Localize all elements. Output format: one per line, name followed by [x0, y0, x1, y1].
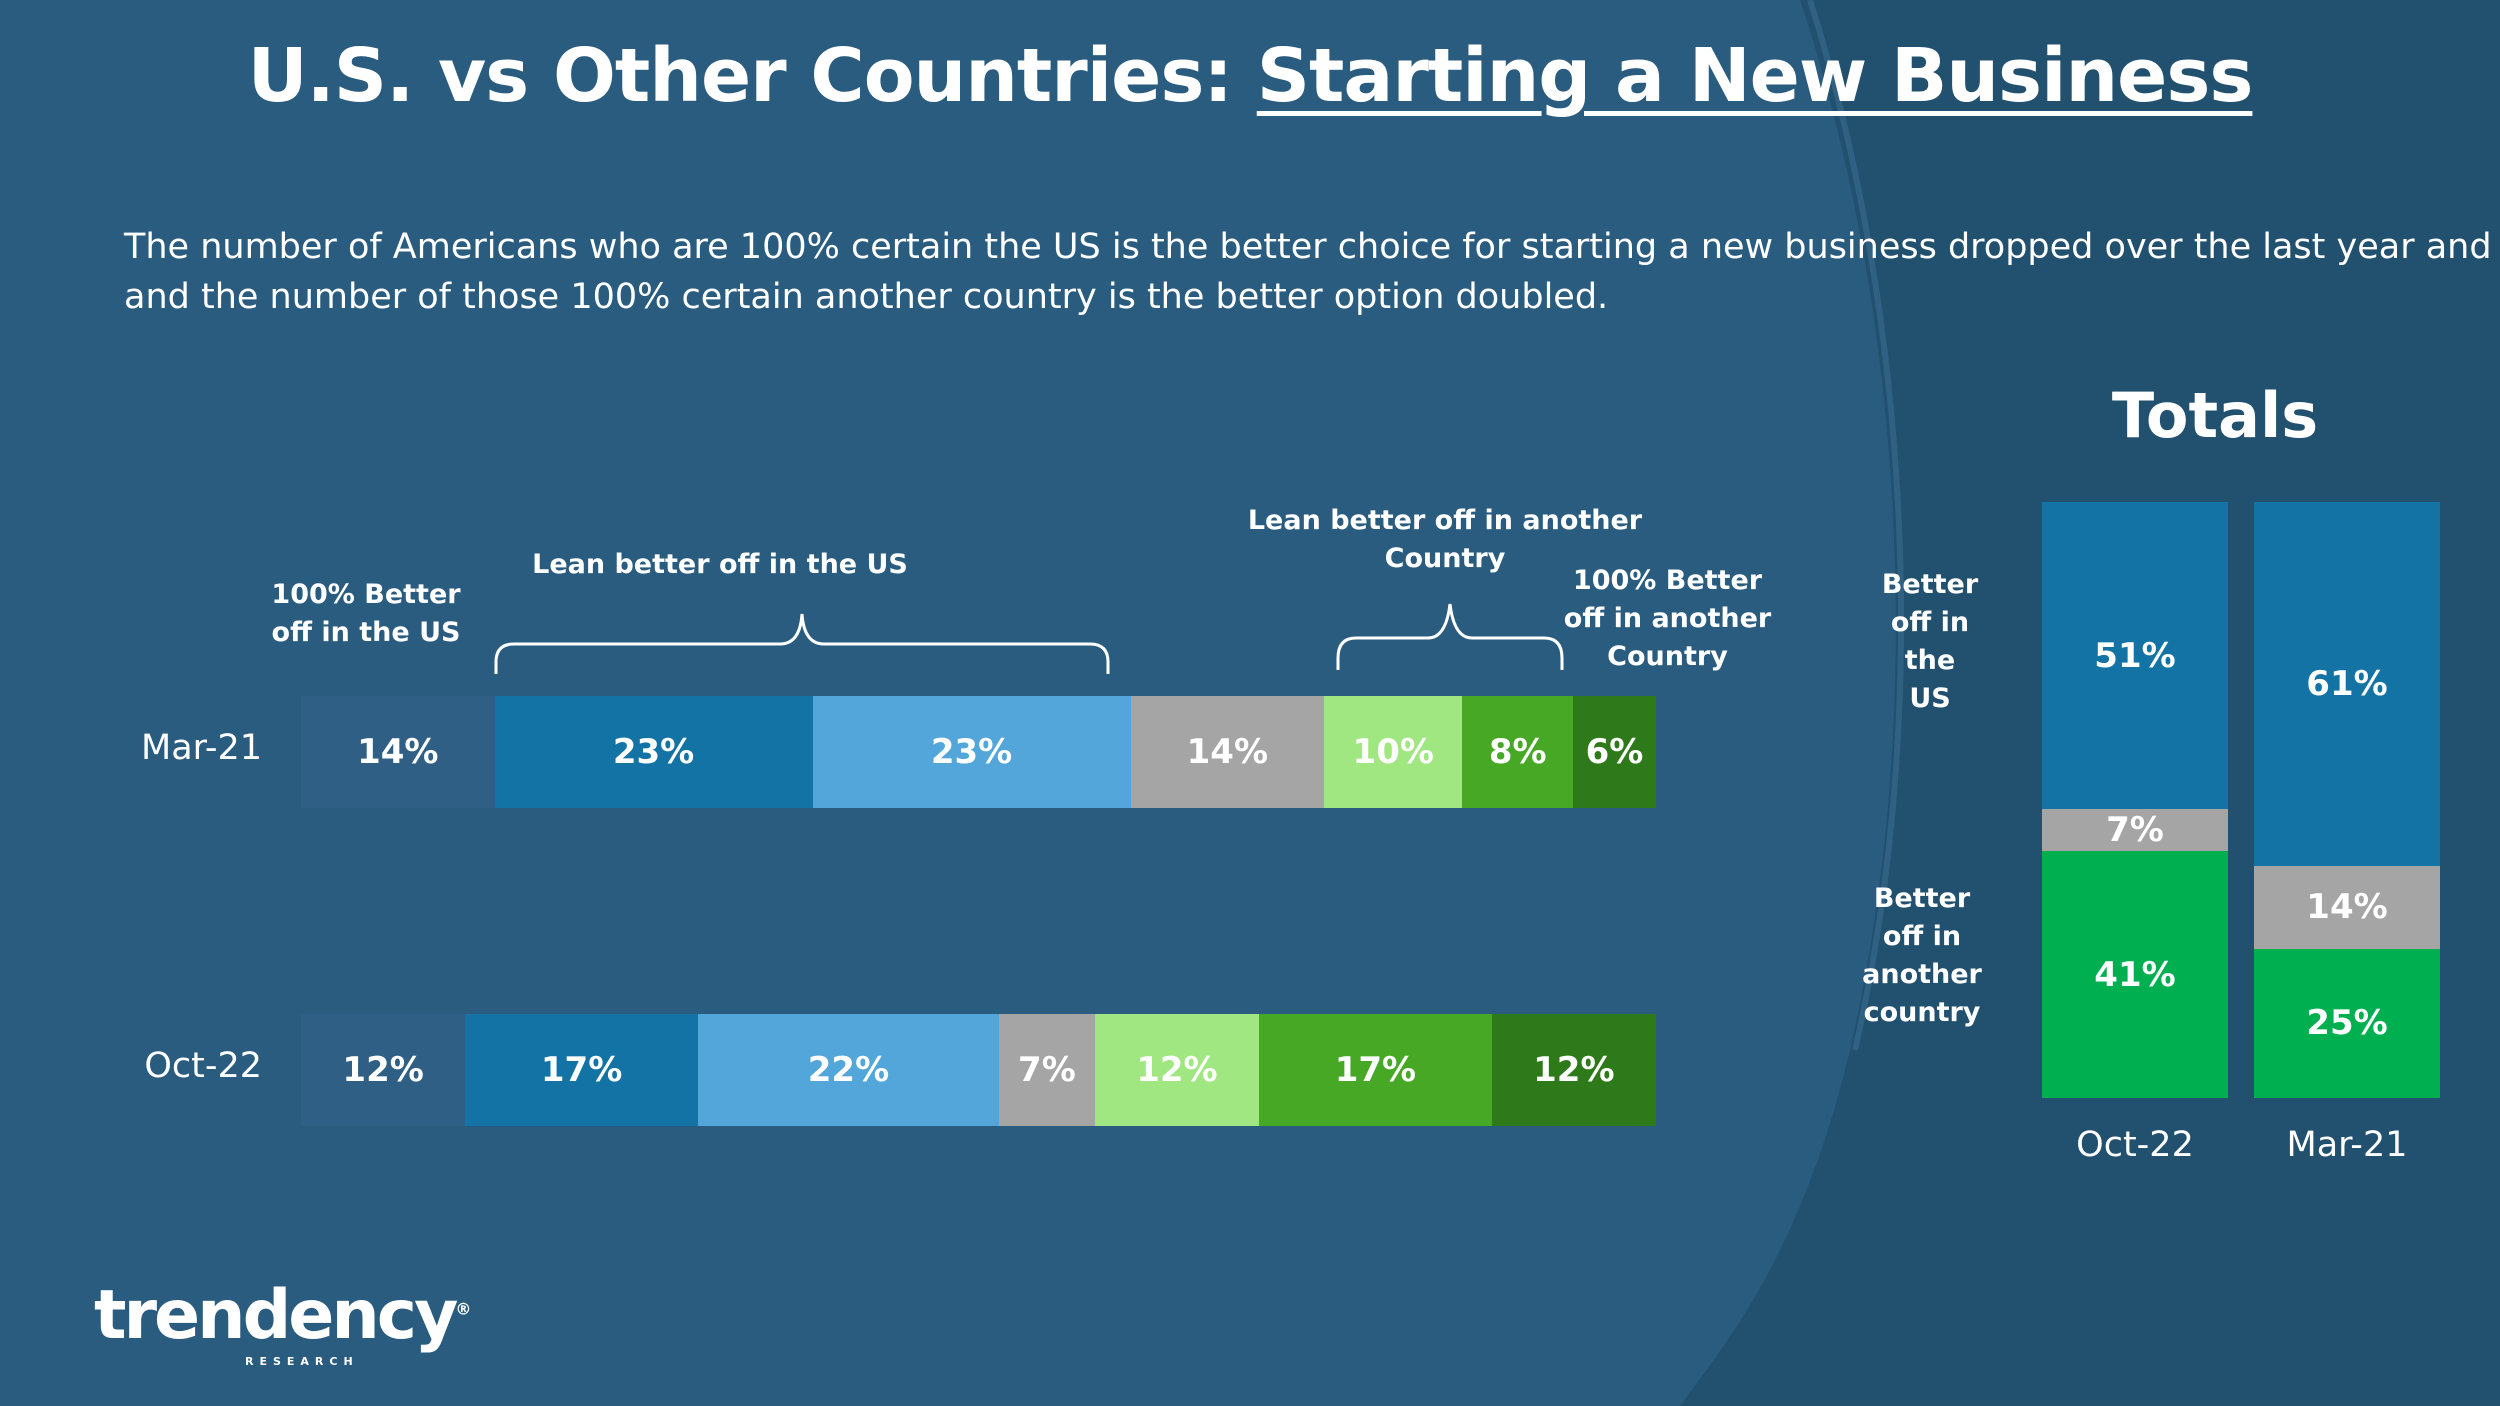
- totals-segment: 7%: [2042, 809, 2228, 852]
- side-label-line: off in: [1882, 921, 1962, 952]
- totals-data-label: 61%: [2306, 663, 2388, 704]
- bar-segment: 14%: [301, 696, 495, 808]
- bar-data-label: 12%: [342, 1050, 424, 1090]
- totals-data-label: 25%: [2306, 1003, 2388, 1044]
- side-label-line: another: [1862, 959, 1982, 990]
- totals-data-label: 7%: [2106, 810, 2164, 851]
- totals-segment: 61%: [2254, 502, 2440, 866]
- subtitle-line-2: and the number of those 100% certain ano…: [124, 277, 1609, 317]
- bar-segment: 12%: [1491, 1014, 1656, 1126]
- bar-data-label: 6%: [1585, 732, 1644, 772]
- bar-data-label: 10%: [1352, 732, 1434, 772]
- totals-data-label: 51%: [2094, 635, 2176, 676]
- bar-row-oct22: 12% 17% 22% 7% 12% 17% 12%: [301, 1014, 1656, 1126]
- annotation-other-lean: Lean better off in another Country: [1245, 502, 1645, 578]
- bar-segment: 23%: [494, 696, 813, 808]
- side-label-line: the: [1904, 645, 1956, 676]
- totals-segment: 25%: [2254, 948, 2440, 1098]
- subtitle-line-1: The number of Americans who are 100% cer…: [124, 227, 2500, 267]
- bar-data-label: 12%: [1136, 1050, 1218, 1090]
- title-underlined: Starting a New Business: [1256, 33, 2254, 119]
- bar-data-label: 14%: [357, 732, 439, 772]
- annotation-line: 100% Better: [271, 579, 461, 610]
- bar-data-label: 8%: [1488, 732, 1547, 772]
- brace-other-lean: [1336, 603, 1564, 670]
- annotation-line: Lean better off in the US: [532, 549, 908, 580]
- annotation-us-lean: Lean better off in the US: [500, 546, 940, 584]
- totals-column-mar21: 61% 14% 25%: [2254, 502, 2440, 1098]
- bar-data-label: 22%: [807, 1050, 890, 1090]
- bar-segment: 23%: [812, 696, 1131, 808]
- bar-data-label: 23%: [930, 732, 1013, 772]
- bar-data-label: 17%: [540, 1050, 623, 1090]
- bar-segment: 17%: [1259, 1014, 1492, 1126]
- bar-data-label: 23%: [612, 732, 695, 772]
- logo-wordmark: trendency: [94, 1276, 458, 1355]
- side-label-line: Better: [1881, 569, 1979, 600]
- totals-label-oct22: Oct-22: [2076, 1125, 2194, 1165]
- bar-data-label: 17%: [1334, 1050, 1417, 1090]
- brace-us-lean: [494, 613, 1110, 674]
- bar-segment: 22%: [697, 1014, 1000, 1126]
- totals-segment: 41%: [2042, 851, 2228, 1098]
- totals-data-label: 14%: [2306, 887, 2388, 928]
- annotation-line: Country: [1384, 543, 1506, 574]
- bar-segment: 10%: [1324, 696, 1463, 808]
- bar-segment: 7%: [999, 1014, 1095, 1126]
- totals-data-label: 41%: [2094, 954, 2176, 995]
- totals-segment: 51%: [2042, 502, 2228, 810]
- annotation-line: 100% Better: [1572, 565, 1763, 596]
- annotation-other-certain: 100% Better off in another Country: [1560, 562, 1775, 676]
- logo-registered: ®: [455, 1299, 472, 1319]
- bar-data-label: 12%: [1533, 1050, 1615, 1090]
- bar-segment: 12%: [1094, 1014, 1260, 1126]
- bar-segment: 17%: [465, 1014, 698, 1126]
- bar-segment: 14%: [1130, 696, 1325, 808]
- totals-title: Totals: [2111, 379, 2319, 452]
- trendency-logo: trendency®: [94, 1282, 471, 1350]
- side-label-us: Better off in the US: [1860, 566, 2000, 718]
- annotation-line: Lean better off in another: [1247, 505, 1643, 536]
- side-label-line: off in: [1890, 607, 1970, 638]
- side-label-other: Better off in another country: [1852, 880, 1992, 1032]
- bar-segment: 8%: [1462, 696, 1573, 808]
- totals-column-oct22: 51% 7% 41%: [2042, 502, 2228, 1098]
- annotation-line: off in the US: [271, 617, 461, 648]
- row-label-oct22: Oct-22: [144, 1046, 262, 1086]
- side-label-line: country: [1863, 997, 1981, 1028]
- title-prefix: U.S. vs Other Countries:: [247, 33, 1257, 119]
- totals-label-mar21: Mar-21: [2286, 1125, 2408, 1165]
- bar-data-label: 14%: [1186, 732, 1269, 772]
- annotation-us-certain: 100% Better off in the US: [256, 576, 476, 652]
- bar-segment: 6%: [1572, 696, 1656, 808]
- annotation-line: Country: [1607, 641, 1728, 672]
- annotation-line: off in another: [1563, 603, 1772, 634]
- bar-data-label: 7%: [1018, 1050, 1076, 1090]
- logo-subtitle: RESEARCH: [245, 1355, 359, 1368]
- totals-segment: 14%: [2254, 865, 2440, 949]
- bar-row-mar21: 14% 23% 23% 14% 10% 8% 6%: [301, 696, 1656, 808]
- bar-segment: 12%: [301, 1014, 466, 1126]
- side-label-line: Better: [1873, 883, 1971, 914]
- page-title: U.S. vs Other Countries: Starting a New …: [0, 32, 2500, 121]
- side-label-line: US: [1909, 683, 1951, 714]
- subtitle: The number of Americans who are 100% cer…: [124, 222, 2500, 322]
- row-label-mar21: Mar-21: [141, 728, 262, 768]
